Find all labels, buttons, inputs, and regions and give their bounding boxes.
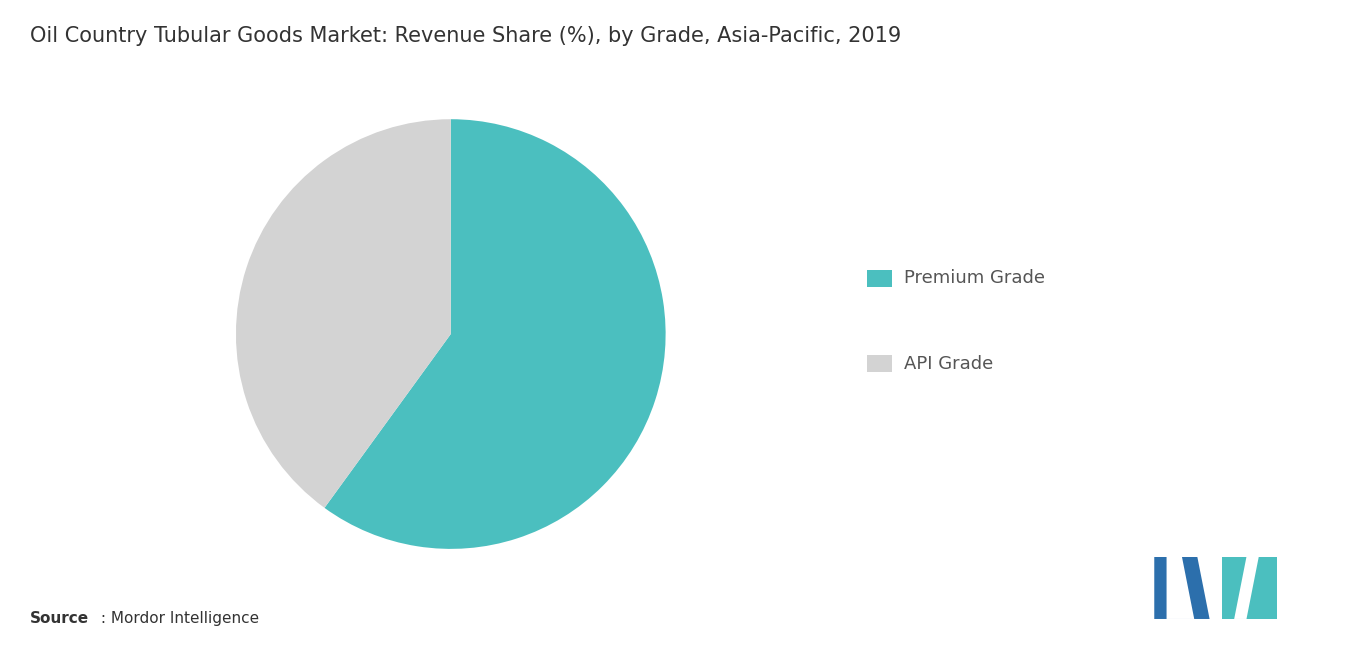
Text: Oil Country Tubular Goods Market: Revenue Share (%), by Grade, Asia-Pacific, 201: Oil Country Tubular Goods Market: Revenu… xyxy=(30,26,902,47)
Wedge shape xyxy=(325,119,665,549)
Polygon shape xyxy=(1233,557,1258,619)
Text: : Mordor Intelligence: : Mordor Intelligence xyxy=(96,610,258,626)
Polygon shape xyxy=(1221,557,1277,619)
Polygon shape xyxy=(1167,557,1194,619)
Text: Premium Grade: Premium Grade xyxy=(904,269,1045,288)
Polygon shape xyxy=(1154,557,1210,619)
Text: Source: Source xyxy=(30,610,89,626)
Text: API Grade: API Grade xyxy=(904,354,993,373)
Wedge shape xyxy=(236,119,451,508)
